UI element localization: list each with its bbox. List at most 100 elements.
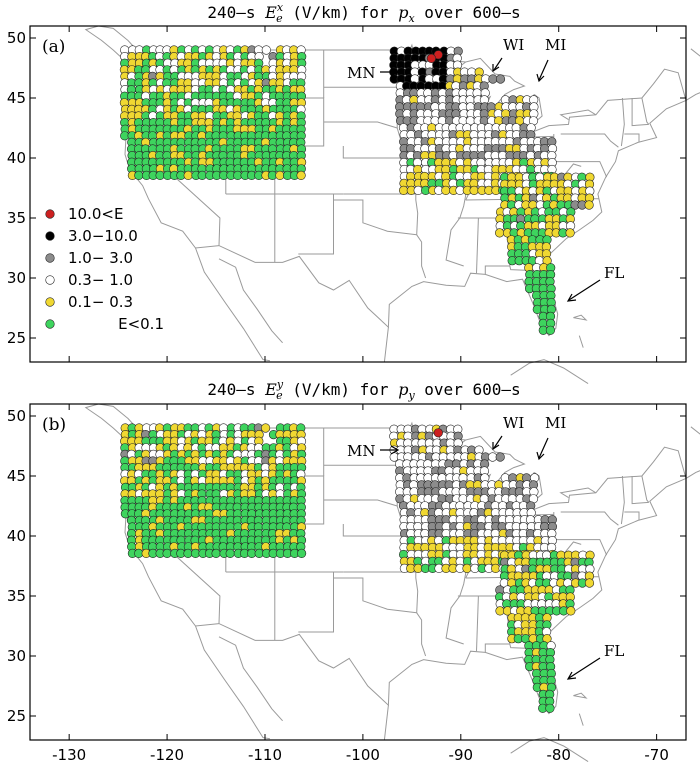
- legend-marker: [45, 253, 55, 263]
- legend-marker: [45, 231, 55, 241]
- map-border-line: [527, 446, 687, 513]
- station-marker: [162, 548, 172, 559]
- legend-marker: [45, 297, 55, 307]
- label-mn: MN: [347, 64, 375, 82]
- station-marker: [545, 703, 555, 713]
- map-border-line: [120, 57, 687, 337]
- map-border-line: [120, 435, 687, 715]
- map-border-line: [560, 511, 619, 526]
- legend-marker: [45, 209, 55, 219]
- arrow-mi-head: [536, 73, 545, 83]
- map-border-line: [342, 524, 409, 537]
- map-border-line: [578, 713, 584, 726]
- map-border-line: [218, 258, 283, 344]
- map-border-line: [578, 335, 584, 348]
- station-marker: [261, 45, 271, 55]
- legend-label: E<0.1: [118, 315, 164, 333]
- station-marker: [426, 53, 437, 64]
- map-border-line: [510, 359, 589, 385]
- map-border-line: [559, 487, 597, 499]
- panel-b-y-ticks: 25 30 35 40 45 50: [7, 407, 686, 725]
- arrow-fl: [568, 279, 601, 301]
- x-tick-label: -120: [150, 746, 184, 764]
- map-border-line: [218, 636, 283, 722]
- panel-b-state-labels: MN WI MI FL: [347, 414, 624, 680]
- map-border-line: [476, 595, 479, 652]
- map-border-line: [559, 109, 597, 121]
- panel-a: 240–s Ex e (V/km) for px over 600–s (a) 2…: [7, 1, 700, 385]
- label-mi: MI: [545, 414, 566, 432]
- station-marker: [183, 170, 193, 180]
- y-tick-label: 35: [7, 209, 26, 227]
- station-marker: [566, 606, 576, 616]
- map-border-line: [620, 97, 625, 147]
- map-border-line: [84, 403, 122, 436]
- label-fl: FL: [604, 264, 624, 282]
- x-tick-label: -110: [248, 746, 282, 764]
- legend-label: 0.3− 1.0: [68, 271, 133, 289]
- legend-label: 10.0<E: [68, 205, 123, 223]
- x-tick-label: -100: [346, 746, 380, 764]
- arrow-fl-head: [566, 293, 577, 302]
- legend-marker: [45, 275, 55, 285]
- map-border-line: [560, 133, 619, 148]
- map-border-line: [573, 314, 588, 321]
- map-border-line: [323, 121, 398, 129]
- map-border-line: [476, 217, 479, 274]
- panel-b-stations: [120, 423, 595, 713]
- map-border-line: [553, 512, 608, 556]
- map-border-line: [527, 68, 687, 135]
- panel-a-state-labels: MN WI MI FL: [347, 36, 624, 302]
- arrow-fl-head: [566, 671, 577, 680]
- map-border-line: [641, 475, 650, 503]
- map-border-line: [620, 475, 625, 525]
- y-tick-label: 25: [7, 329, 26, 347]
- station-marker: [469, 185, 479, 195]
- station-marker: [495, 228, 505, 238]
- station-marker: [261, 423, 271, 433]
- map-border-line: [573, 692, 588, 699]
- arrow-mi: [538, 437, 549, 459]
- arrow-wi: [493, 435, 503, 449]
- y-tick-label: 25: [7, 707, 26, 725]
- station-marker: [296, 170, 306, 180]
- map-border-line: [624, 511, 640, 521]
- panel-b-title: 240–s Ey e (V/km) for py over 600–s: [207, 378, 520, 402]
- map-border-line: [624, 133, 640, 143]
- panel-a-title: 240–s Ex e (V/km) for px over 600–s: [207, 1, 520, 25]
- x-tick-label: -130: [52, 746, 86, 764]
- station-marker: [584, 578, 595, 588]
- label-wi: WI: [503, 36, 524, 54]
- x-tick-label: -80: [546, 746, 571, 764]
- map-border-line: [98, 25, 138, 51]
- map-border-line: [298, 194, 334, 255]
- arrow-wi-head: [492, 64, 500, 73]
- panel-b-frame: [29, 403, 687, 741]
- map-border-line: [333, 199, 417, 236]
- station-marker: [462, 563, 472, 574]
- arrow-wi: [493, 57, 503, 71]
- legend-label: 0.1− 0.3: [68, 293, 133, 311]
- station-marker: [565, 228, 575, 238]
- y-tick-label: 40: [7, 149, 26, 167]
- x-tick-label: -70: [644, 746, 669, 764]
- map-border-line: [416, 234, 427, 279]
- y-tick-label: 30: [7, 647, 26, 665]
- station-marker: [495, 452, 505, 462]
- x-axis-ticks: -130 -120 -110 -100 -90 -80 -70: [52, 26, 669, 764]
- label-mi: MI: [545, 36, 566, 54]
- map-border-line: [383, 327, 389, 363]
- map-border-line: [641, 97, 650, 125]
- arrow-mi-head: [536, 451, 545, 461]
- panel-b-label: (b): [42, 415, 66, 435]
- label-mn: MN: [347, 442, 375, 460]
- map-border-line: [84, 25, 122, 58]
- map-border-line: [333, 577, 417, 614]
- map-border-line: [342, 146, 409, 159]
- map-border-line: [553, 134, 608, 178]
- station-marker: [399, 185, 409, 195]
- y-tick-label: 45: [7, 467, 26, 485]
- station-marker: [134, 170, 144, 180]
- y-tick-label: 45: [7, 89, 26, 107]
